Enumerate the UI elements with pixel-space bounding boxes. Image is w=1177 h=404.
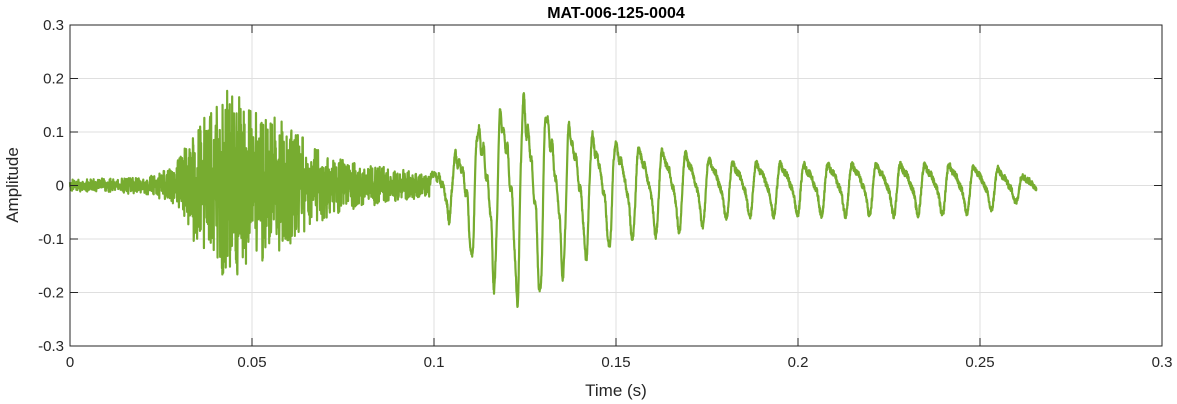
chart-title: MAT-006-125-0004	[547, 5, 685, 22]
x-tick-label: 0.2	[788, 354, 809, 371]
y-tick-label: -0.1	[38, 231, 64, 248]
x-tick-label: 0.25	[965, 354, 994, 371]
tick-marks	[69, 24, 1163, 347]
x-axis-label: Time (s)	[585, 381, 647, 400]
y-tick-label: 0.2	[43, 71, 64, 88]
series-layer	[68, 89, 1038, 309]
x-tick-label: 0.1	[424, 354, 445, 371]
y-tick-label: -0.3	[38, 338, 64, 355]
y-tick-label: 0.1	[43, 124, 64, 141]
x-tick-label: 0.15	[601, 354, 630, 371]
series-line	[68, 89, 1038, 309]
y-tick-label: 0.3	[43, 17, 64, 34]
x-tick-label: 0.05	[237, 354, 266, 371]
y-tick-label: 0	[56, 178, 64, 195]
y-tick-label: -0.2	[38, 285, 64, 302]
y-axis-label: Amplitude	[3, 147, 22, 223]
x-tick-label: 0	[66, 354, 74, 371]
x-tick-label: 0.3	[1152, 354, 1173, 371]
tick-labels: 0 0.05 0.1 0.15 0.2 0.25 0.3 -0.3 -0.2 -0.1 0 0.1 0.…	[38, 17, 1172, 371]
